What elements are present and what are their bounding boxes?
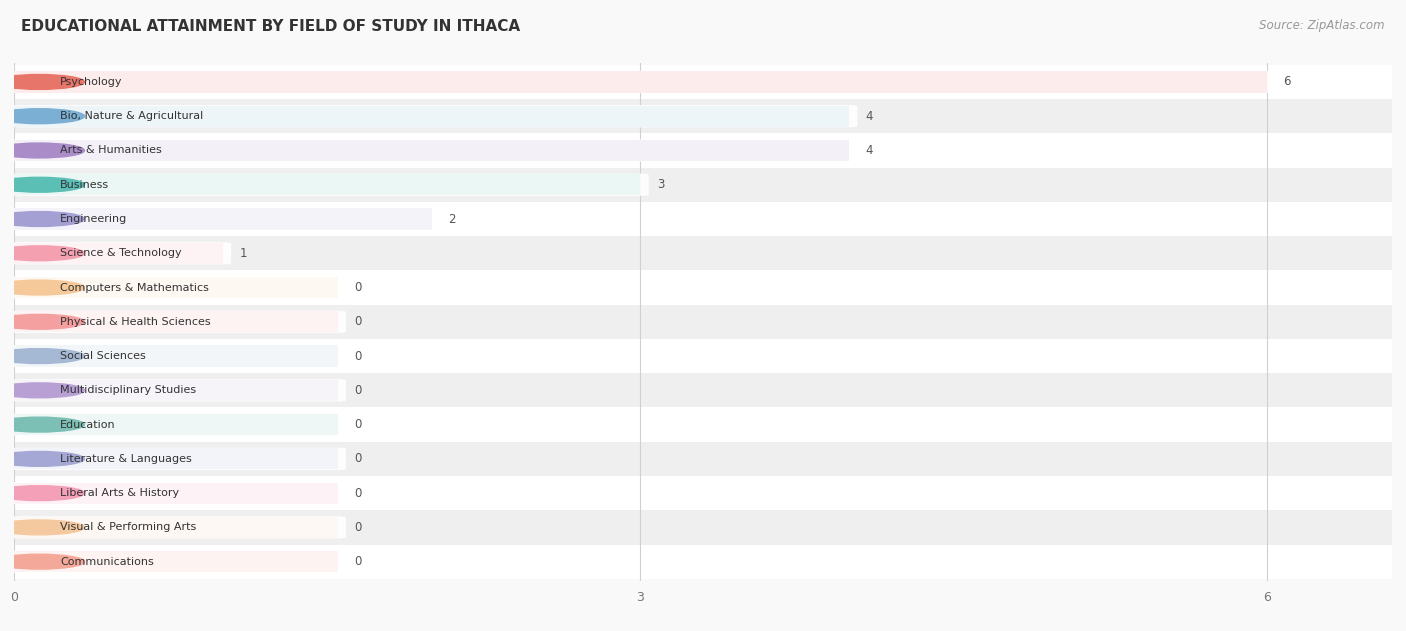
FancyBboxPatch shape xyxy=(14,476,1392,510)
FancyBboxPatch shape xyxy=(10,174,648,196)
Bar xyxy=(14,311,337,333)
Text: Computers & Mathematics: Computers & Mathematics xyxy=(60,283,209,293)
Circle shape xyxy=(0,74,84,90)
FancyBboxPatch shape xyxy=(10,242,231,264)
FancyBboxPatch shape xyxy=(10,345,346,367)
Circle shape xyxy=(0,349,84,363)
Text: Source: ZipAtlas.com: Source: ZipAtlas.com xyxy=(1260,19,1385,32)
FancyBboxPatch shape xyxy=(14,545,1392,579)
FancyBboxPatch shape xyxy=(14,65,1392,99)
Text: 0: 0 xyxy=(354,418,361,431)
Text: Social Sciences: Social Sciences xyxy=(60,351,146,361)
FancyBboxPatch shape xyxy=(10,208,440,230)
FancyBboxPatch shape xyxy=(14,202,1392,236)
Bar xyxy=(14,345,337,367)
Text: Visual & Performing Arts: Visual & Performing Arts xyxy=(60,522,197,533)
Bar xyxy=(14,380,337,401)
Text: 0: 0 xyxy=(354,555,361,568)
FancyBboxPatch shape xyxy=(10,448,346,470)
FancyBboxPatch shape xyxy=(10,379,346,401)
FancyBboxPatch shape xyxy=(14,373,1392,408)
Circle shape xyxy=(0,554,84,569)
FancyBboxPatch shape xyxy=(14,510,1392,545)
Circle shape xyxy=(0,211,84,227)
FancyBboxPatch shape xyxy=(10,516,346,538)
FancyBboxPatch shape xyxy=(14,236,1392,271)
Bar xyxy=(14,208,432,230)
Bar xyxy=(14,105,849,127)
Text: 3: 3 xyxy=(657,178,665,191)
Text: EDUCATIONAL ATTAINMENT BY FIELD OF STUDY IN ITHACA: EDUCATIONAL ATTAINMENT BY FIELD OF STUDY… xyxy=(21,19,520,34)
FancyBboxPatch shape xyxy=(14,305,1392,339)
Circle shape xyxy=(0,451,84,466)
Circle shape xyxy=(0,383,84,398)
Text: Literature & Languages: Literature & Languages xyxy=(60,454,191,464)
FancyBboxPatch shape xyxy=(14,339,1392,373)
Bar xyxy=(14,71,1267,93)
FancyBboxPatch shape xyxy=(14,133,1392,168)
Circle shape xyxy=(0,314,84,329)
Text: 0: 0 xyxy=(354,487,361,500)
Bar xyxy=(14,243,222,264)
Bar xyxy=(14,140,849,161)
FancyBboxPatch shape xyxy=(10,71,1275,93)
Text: 0: 0 xyxy=(354,452,361,466)
Text: Multidisciplinary Studies: Multidisciplinary Studies xyxy=(60,386,195,396)
Bar xyxy=(14,517,337,538)
Text: Communications: Communications xyxy=(60,557,153,567)
Circle shape xyxy=(0,246,84,261)
Text: Science & Technology: Science & Technology xyxy=(60,248,181,258)
FancyBboxPatch shape xyxy=(14,408,1392,442)
Text: Liberal Arts & History: Liberal Arts & History xyxy=(60,488,179,498)
Bar xyxy=(14,174,640,196)
Circle shape xyxy=(0,417,84,432)
Text: Arts & Humanities: Arts & Humanities xyxy=(60,146,162,155)
Text: Business: Business xyxy=(60,180,110,190)
Circle shape xyxy=(0,109,84,124)
Text: 0: 0 xyxy=(354,384,361,397)
FancyBboxPatch shape xyxy=(14,168,1392,202)
Text: Engineering: Engineering xyxy=(60,214,127,224)
Text: Education: Education xyxy=(60,420,115,430)
FancyBboxPatch shape xyxy=(14,271,1392,305)
Text: 1: 1 xyxy=(239,247,247,260)
Text: 4: 4 xyxy=(866,144,873,157)
FancyBboxPatch shape xyxy=(10,105,858,127)
FancyBboxPatch shape xyxy=(10,413,346,436)
Text: Psychology: Psychology xyxy=(60,77,122,87)
Circle shape xyxy=(0,520,84,535)
FancyBboxPatch shape xyxy=(10,482,346,504)
FancyBboxPatch shape xyxy=(10,310,346,333)
FancyBboxPatch shape xyxy=(14,99,1392,133)
FancyBboxPatch shape xyxy=(10,550,346,573)
Bar xyxy=(14,277,337,298)
Text: Bio, Nature & Agricultural: Bio, Nature & Agricultural xyxy=(60,111,204,121)
Text: 4: 4 xyxy=(866,110,873,122)
FancyBboxPatch shape xyxy=(14,442,1392,476)
Text: 6: 6 xyxy=(1284,76,1291,88)
Circle shape xyxy=(0,280,84,295)
Text: 0: 0 xyxy=(354,281,361,294)
Bar xyxy=(14,448,337,469)
Circle shape xyxy=(0,143,84,158)
Text: 0: 0 xyxy=(354,316,361,328)
Bar xyxy=(14,551,337,572)
Bar xyxy=(14,414,337,435)
Circle shape xyxy=(0,177,84,192)
Text: 0: 0 xyxy=(354,350,361,363)
FancyBboxPatch shape xyxy=(10,276,346,298)
Circle shape xyxy=(0,486,84,500)
Text: 2: 2 xyxy=(449,213,456,225)
Bar xyxy=(14,483,337,504)
Text: Physical & Health Sciences: Physical & Health Sciences xyxy=(60,317,211,327)
FancyBboxPatch shape xyxy=(10,139,858,162)
Text: 0: 0 xyxy=(354,521,361,534)
